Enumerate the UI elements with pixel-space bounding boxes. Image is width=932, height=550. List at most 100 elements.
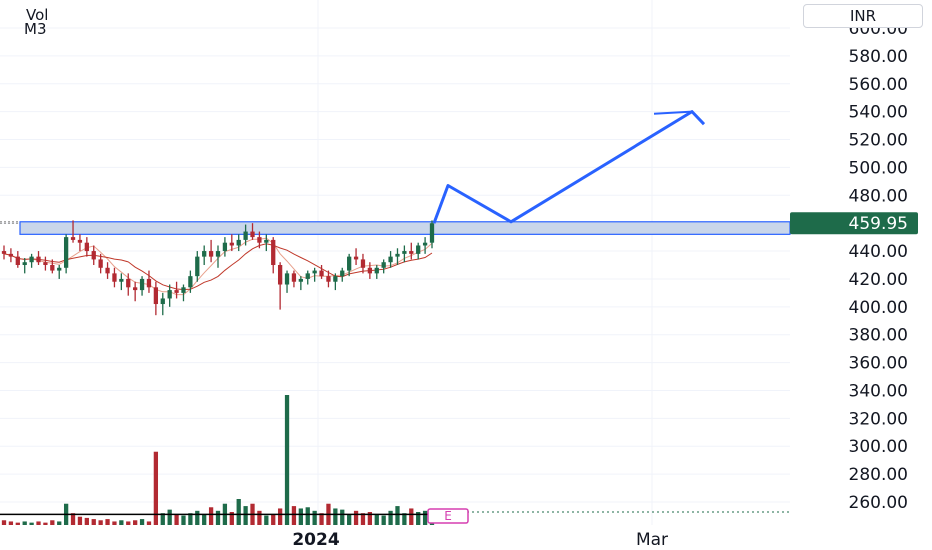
volume-bar [202, 514, 207, 525]
candle-down [1, 251, 7, 254]
candle-up [57, 267, 62, 271]
projection-arrow-head [653, 110, 693, 115]
volume-bar [126, 521, 131, 525]
price-tick-label: 420.00 [849, 270, 908, 290]
volume-bar [91, 519, 96, 525]
volume-bar [277, 508, 283, 525]
candle-down [271, 239, 276, 265]
candle-down [174, 290, 179, 293]
candle-down [319, 270, 324, 277]
earnings-label: E [444, 509, 452, 523]
candle-up [222, 242, 228, 252]
price-tick-label: 380.00 [849, 326, 908, 346]
candle-up [195, 256, 200, 277]
volume-bars [1, 395, 435, 525]
price-tick-label: 360.00 [849, 354, 908, 374]
volume-bar [105, 519, 110, 525]
volume-bar [388, 510, 393, 525]
price-tick-label: 320.00 [849, 409, 908, 429]
time-tick-label: Mar [636, 530, 668, 550]
resistance-zone-rect [19, 221, 791, 235]
volume-bar [271, 514, 276, 525]
candle-up [181, 287, 186, 293]
volume-bar [29, 522, 34, 525]
candle-up [188, 276, 193, 288]
volume-bar [360, 513, 366, 525]
volume-bar [195, 510, 200, 525]
last-price-badge [790, 212, 918, 235]
volume-bar [409, 508, 414, 525]
resistance-zone[interactable] [0, 221, 791, 235]
candle-up [422, 242, 428, 246]
candle-down [257, 237, 262, 243]
candle-down [112, 273, 117, 282]
volume-bar [77, 516, 83, 525]
time-tick-label: 2024 [292, 530, 339, 550]
price-tick-label: 580.00 [849, 47, 908, 67]
ma-legend-label[interactable]: M3 [24, 20, 47, 38]
price-grid [0, 0, 790, 525]
volume-bar [181, 515, 186, 525]
candle-down [360, 259, 366, 268]
volume-bar [119, 520, 124, 525]
volume-bar [305, 507, 310, 525]
volume-bar [188, 513, 193, 525]
earnings-marker[interactable]: E [427, 508, 469, 524]
price-tick-label: 260.00 [849, 493, 908, 513]
volume-bar [167, 509, 172, 525]
price-tick-label: 560.00 [849, 75, 908, 95]
candle-down [367, 267, 373, 274]
candle-up [298, 278, 303, 282]
last-price-text: 459.95 [849, 214, 908, 234]
candle-up [416, 245, 421, 254]
volume-bar [284, 395, 290, 525]
candle-down [133, 287, 138, 291]
candle-up [284, 273, 290, 285]
volume-bar [374, 514, 379, 525]
candle-up [167, 290, 172, 299]
candle-down [84, 242, 89, 252]
candle-down [409, 251, 414, 254]
volume-bar [381, 515, 386, 525]
currency-button[interactable]: INR [803, 4, 923, 28]
candle-up [429, 223, 435, 243]
time-axis[interactable]: 2024 Mar [292, 530, 668, 550]
price-tick-label: 500.00 [849, 158, 908, 178]
candle-down [70, 237, 76, 240]
candle-down [126, 278, 131, 288]
candle-down [105, 267, 110, 274]
volume-bar [353, 510, 359, 525]
volume-bar [215, 510, 221, 525]
volume-bar [236, 499, 241, 525]
candle-up [236, 239, 241, 246]
volume-bar [347, 514, 352, 525]
candle-down [353, 256, 359, 260]
candle-down [208, 251, 214, 257]
volume-bar [43, 522, 48, 525]
projection-drawing[interactable] [432, 110, 706, 224]
candlestick-series [1, 220, 435, 316]
candle-down [77, 239, 83, 243]
candle-up [305, 273, 310, 279]
candle-up [395, 253, 400, 257]
volume-ma-line [0, 511, 790, 516]
candle-up [243, 231, 248, 240]
candle-up [63, 237, 69, 268]
volume-bar [8, 521, 14, 525]
price-axis[interactable]: 260.00 280.00 300.00 320.00 340.00 360.00 380.… [849, 19, 908, 513]
candle-down [8, 253, 14, 257]
volume-bar [422, 510, 428, 525]
volume-bar [367, 512, 373, 525]
candle-down [291, 273, 297, 282]
candle-up [202, 251, 207, 257]
volume-bar [264, 515, 269, 525]
candle-up [347, 256, 352, 271]
price-tick-label: 340.00 [849, 381, 908, 401]
volume-bar [160, 513, 165, 525]
volume-bar [146, 521, 152, 525]
candle-down [50, 265, 55, 271]
volume-legend-label[interactable]: Vol [26, 6, 49, 24]
candle-up [215, 251, 221, 257]
candle-down [91, 251, 96, 260]
